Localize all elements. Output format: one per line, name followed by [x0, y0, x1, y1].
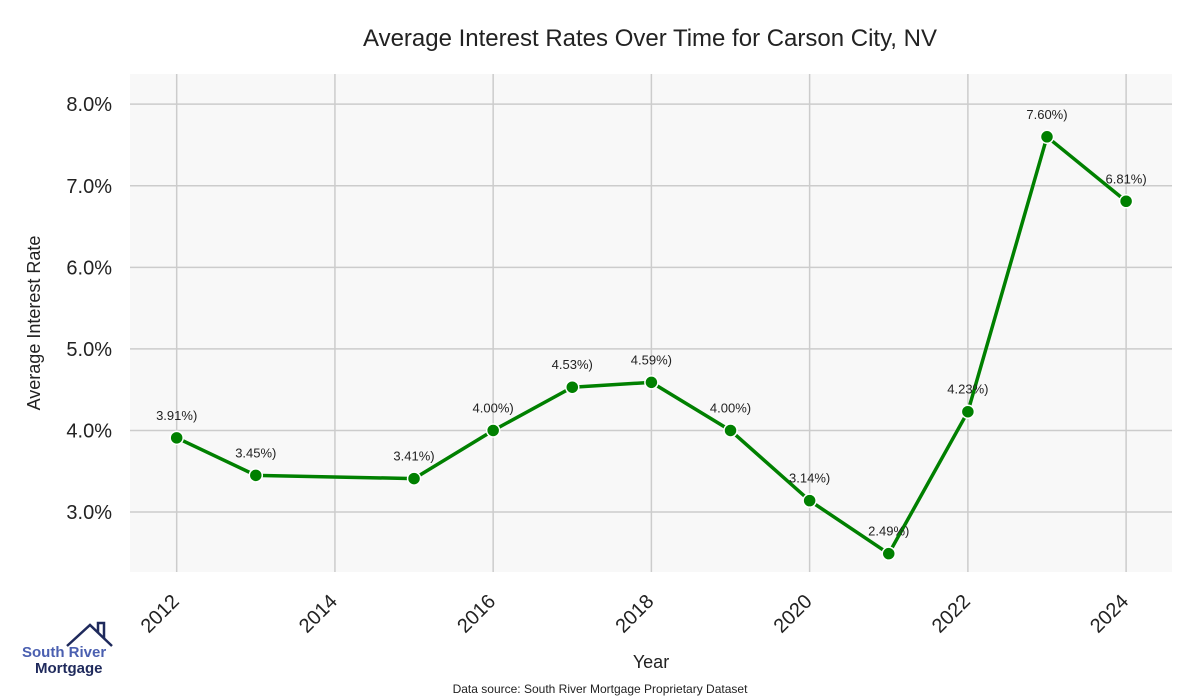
data-point [169, 430, 184, 446]
data-label: 3.41%) [393, 449, 434, 464]
x-tick-label: 2020 [770, 590, 817, 637]
chart-title: Average Interest Rates Over Time for Car… [363, 25, 937, 52]
data-point [1039, 129, 1055, 145]
data-point [485, 423, 501, 438]
y-tick-label: 3.0% [66, 502, 112, 524]
data-point [565, 379, 580, 395]
data-label: 4.00%) [473, 400, 514, 415]
x-tick-label: 2012 [137, 590, 184, 637]
data-point [644, 375, 659, 390]
x-tick-label: 2024 [1086, 590, 1133, 637]
x-tick-label: 2016 [453, 590, 500, 637]
data-point [881, 546, 897, 561]
data-point [802, 493, 817, 508]
x-axis-label: Year [633, 652, 669, 672]
data-label: 4.00%) [710, 400, 751, 415]
data-label: 6.81%) [1106, 171, 1147, 186]
data-label: 3.14%) [789, 471, 830, 486]
logo-line2: Mortgage [35, 660, 103, 677]
y-tick-label: 8.0% [66, 94, 112, 116]
x-tick-label: 2014 [295, 590, 342, 637]
data-point [406, 471, 422, 486]
data-label: 4.59%) [631, 352, 672, 367]
house-roof-icon [66, 621, 113, 647]
data-point [248, 468, 264, 483]
y-tick-label: 6.0% [66, 257, 112, 279]
logo-line1: South River [22, 644, 107, 661]
series-line [175, 135, 1128, 556]
data-source-note: Data source: South River Mortgage Propri… [453, 682, 748, 696]
y-axis-label: Average Interest Rate [24, 236, 44, 411]
data-label: 3.45%) [235, 445, 276, 460]
data-label: 3.91%) [156, 408, 197, 423]
data-point [723, 423, 738, 438]
data-label: 2.49%) [868, 524, 909, 539]
data-point [960, 404, 976, 419]
y-tick-label: 4.0% [66, 420, 112, 442]
data-label: 4.53%) [552, 357, 593, 372]
y-tick-label: 7.0% [66, 176, 112, 198]
x-tick-label: 2018 [611, 590, 658, 637]
y-tick-label: 5.0% [66, 339, 112, 361]
data-label: 7.60%) [1026, 107, 1067, 122]
data-label: 4.23%) [947, 382, 988, 397]
x-tick-label: 2022 [928, 590, 975, 637]
data-point [1118, 194, 1134, 209]
south-river-mortgage-logo: South River Mortgage [22, 620, 122, 680]
